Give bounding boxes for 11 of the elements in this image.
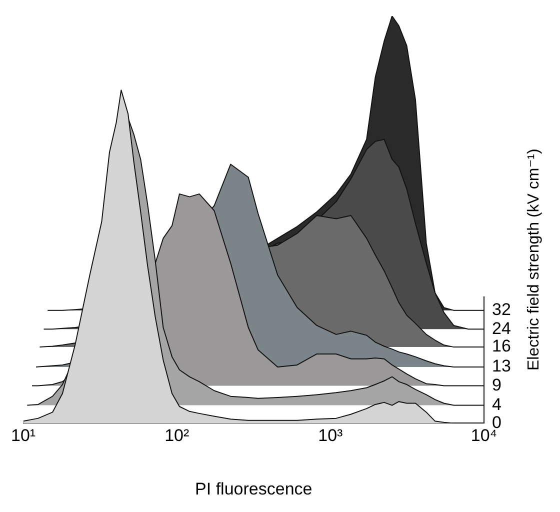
series-label: 24	[492, 318, 511, 338]
y2-axis-title: Electric field strength (kV cm⁻¹)	[525, 148, 542, 371]
series-label: 4	[492, 394, 502, 414]
x-axis-title: PI fluorescence	[195, 479, 312, 498]
series-label: 16	[492, 336, 511, 356]
x-tick-label: 10²	[164, 426, 190, 446]
series-label: 13	[492, 356, 511, 376]
series-label: 32	[492, 300, 511, 320]
series-label: 9	[492, 375, 502, 394]
x-tick-label: 10³	[318, 426, 344, 446]
x-tick-label: 10¹	[10, 426, 36, 446]
